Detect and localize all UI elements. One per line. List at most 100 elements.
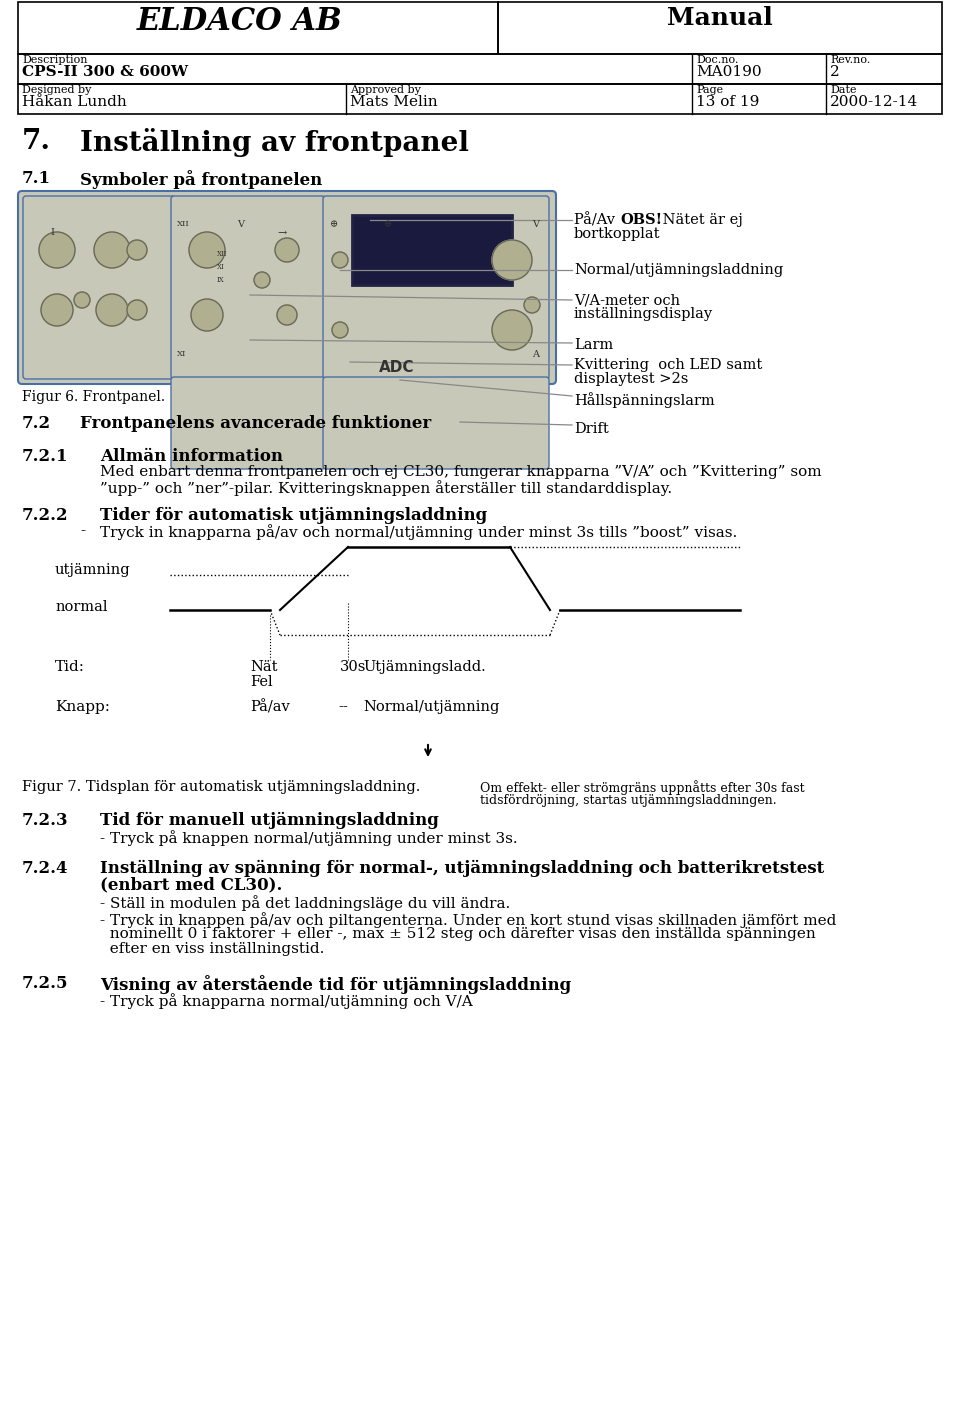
Text: Om effekt- eller strömgräns uppnåtts efter 30s fast: Om effekt- eller strömgräns uppnåtts eft… (480, 780, 804, 795)
Text: 2000-12-14: 2000-12-14 (830, 95, 919, 109)
Text: Visning av återstående tid för utjämningsladdning: Visning av återstående tid för utjämning… (100, 974, 571, 994)
Text: Figur 7. Tidsplan för automatisk utjämningsladdning.: Figur 7. Tidsplan för automatisk utjämni… (22, 780, 420, 794)
Text: Knapp:: Knapp: (55, 700, 110, 714)
Text: inställningsdisplay: inställningsdisplay (574, 307, 713, 321)
Text: Allmän information: Allmän information (100, 449, 283, 465)
Circle shape (127, 300, 147, 320)
Text: På/Av: På/Av (574, 213, 619, 227)
Text: XI: XI (217, 264, 225, 271)
Text: nominellt 0 i faktorer + eller -, max ± 512 steg och därefter visas den inställd: nominellt 0 i faktorer + eller -, max ± … (100, 927, 816, 941)
Text: Larm: Larm (574, 338, 613, 352)
Text: Page: Page (696, 86, 723, 95)
FancyBboxPatch shape (171, 377, 325, 470)
Text: På/av: På/av (250, 700, 290, 715)
Text: Tryck in knapparna på/av och normal/utjämning under minst 3s tills ”boost” visas: Tryck in knapparna på/av och normal/utjä… (100, 524, 737, 540)
Circle shape (39, 231, 75, 268)
Circle shape (492, 310, 532, 350)
Text: - Tryck på knappen normal/utjämning under minst 3s.: - Tryck på knappen normal/utjämning unde… (100, 830, 517, 845)
Text: efter en viss inställningstid.: efter en viss inställningstid. (100, 942, 324, 956)
Text: - Ställ in modulen på det laddningsläge du vill ändra.: - Ställ in modulen på det laddningsläge … (100, 894, 511, 911)
Text: Figur 6. Frontpanel.: Figur 6. Frontpanel. (22, 390, 165, 404)
Circle shape (332, 322, 348, 338)
Text: 2: 2 (830, 64, 840, 79)
Text: Tid:: Tid: (55, 660, 85, 674)
Text: - Tryck på knapparna normal/utjämning och V/A: - Tryck på knapparna normal/utjämning oc… (100, 993, 472, 1009)
Bar (352, 215, 512, 285)
Text: normal: normal (55, 600, 108, 614)
Text: Normal/utjämning: Normal/utjämning (363, 700, 499, 714)
Text: Inställning av spänning för normal-, utjämningsladdning och batterikretstest: Inställning av spänning för normal-, utj… (100, 859, 825, 878)
Text: I: I (50, 229, 54, 237)
Text: -: - (80, 524, 85, 538)
Bar (498, 1, 942, 55)
Text: Description: Description (22, 55, 87, 64)
Circle shape (254, 272, 270, 287)
Text: Drift: Drift (574, 422, 609, 436)
Text: tidsfördröjning, startas utjämningsladdningen.: tidsfördröjning, startas utjämningsladdn… (480, 794, 777, 808)
Text: 7.2.5: 7.2.5 (22, 974, 68, 993)
Text: V: V (237, 220, 244, 229)
Text: Kvittering  och LED samt: Kvittering och LED samt (574, 358, 762, 372)
Text: Doc.no.: Doc.no. (696, 55, 738, 64)
Text: ⊕: ⊕ (330, 220, 338, 229)
Circle shape (127, 240, 147, 259)
Circle shape (191, 299, 223, 331)
Text: Mats Melin: Mats Melin (350, 95, 438, 109)
Text: 7.2.3: 7.2.3 (22, 812, 68, 829)
Text: Manual: Manual (667, 6, 773, 29)
Text: Normal/utjämningsladdning: Normal/utjämningsladdning (574, 264, 783, 278)
Text: Frontpanelens avancerade funktioner: Frontpanelens avancerade funktioner (80, 415, 431, 432)
Text: - Tryck in knappen på/av och piltangenterna. Under en kort stund visas skillnade: - Tryck in knappen på/av och piltangente… (100, 911, 836, 928)
Circle shape (41, 294, 73, 327)
Text: ELDACO AB: ELDACO AB (137, 6, 343, 36)
Circle shape (277, 306, 297, 325)
Text: Hållspänningslarm: Hållspänningslarm (574, 393, 715, 408)
Circle shape (332, 252, 348, 268)
Text: Inställning av frontpanel: Inställning av frontpanel (80, 128, 469, 157)
Text: 7.1: 7.1 (22, 170, 51, 186)
Bar (18, 1, 498, 55)
Bar (18, 84, 942, 114)
Text: 13 of 19: 13 of 19 (696, 95, 759, 109)
Text: 7.2: 7.2 (22, 415, 51, 432)
Text: ADC: ADC (379, 360, 415, 374)
Circle shape (96, 294, 128, 327)
Text: Nät: Nät (250, 660, 277, 674)
Text: IX: IX (217, 276, 225, 285)
Text: 7.2.2: 7.2.2 (22, 508, 68, 524)
Circle shape (94, 231, 130, 268)
Text: A: A (532, 350, 539, 359)
Text: Utjämningsladd.: Utjämningsladd. (363, 660, 486, 674)
Text: Approved by: Approved by (350, 86, 420, 95)
Text: 7.: 7. (22, 128, 51, 156)
Text: Tid för manuell utjämningsladdning: Tid för manuell utjämningsladdning (100, 812, 439, 829)
Text: --: -- (338, 700, 348, 714)
Text: Date: Date (830, 86, 856, 95)
Bar (18, 55, 942, 84)
Text: Nätet är ej: Nätet är ej (658, 213, 743, 227)
Text: OBS!: OBS! (620, 213, 662, 227)
Text: →: → (277, 229, 286, 238)
Text: bortkopplat: bortkopplat (574, 227, 660, 241)
Text: Med enbart denna frontpanelen och ej CL30, fungerar knapparna ”V/A” och ”Kvitter: Med enbart denna frontpanelen och ej CL3… (100, 465, 822, 479)
Text: XII: XII (177, 220, 190, 229)
Circle shape (524, 297, 540, 313)
Text: 7.2.4: 7.2.4 (22, 859, 68, 878)
Text: 30s: 30s (340, 660, 367, 674)
FancyBboxPatch shape (23, 196, 175, 379)
Text: Fel: Fel (250, 674, 273, 688)
Text: Designed by: Designed by (22, 86, 91, 95)
Text: 7.2.1: 7.2.1 (22, 449, 68, 465)
Circle shape (492, 240, 532, 280)
Text: Symboler på frontpanelen: Symboler på frontpanelen (80, 170, 323, 189)
FancyBboxPatch shape (171, 196, 325, 379)
FancyBboxPatch shape (18, 191, 556, 384)
Text: Tider för automatisk utjämningsladdning: Tider för automatisk utjämningsladdning (100, 508, 488, 524)
FancyBboxPatch shape (323, 196, 549, 379)
Text: XI: XI (177, 350, 186, 358)
Text: CPS-II 300 & 600W: CPS-II 300 & 600W (22, 64, 188, 79)
Text: ”upp-” och ”ner”-pilar. Kvitteringsknappen återställer till standarddisplay.: ”upp-” och ”ner”-pilar. Kvitteringsknapp… (100, 479, 672, 496)
Text: (enbart med CL30).: (enbart med CL30). (100, 876, 282, 893)
Circle shape (189, 231, 225, 268)
Text: MA0190: MA0190 (696, 64, 761, 79)
